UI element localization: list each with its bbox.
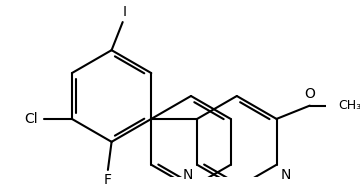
- Text: Cl: Cl: [24, 112, 38, 126]
- Text: N: N: [183, 168, 193, 182]
- Text: CH₃: CH₃: [338, 99, 360, 112]
- Text: I: I: [122, 5, 126, 19]
- Text: O: O: [304, 87, 315, 101]
- Text: N: N: [280, 168, 291, 182]
- Text: F: F: [104, 173, 112, 187]
